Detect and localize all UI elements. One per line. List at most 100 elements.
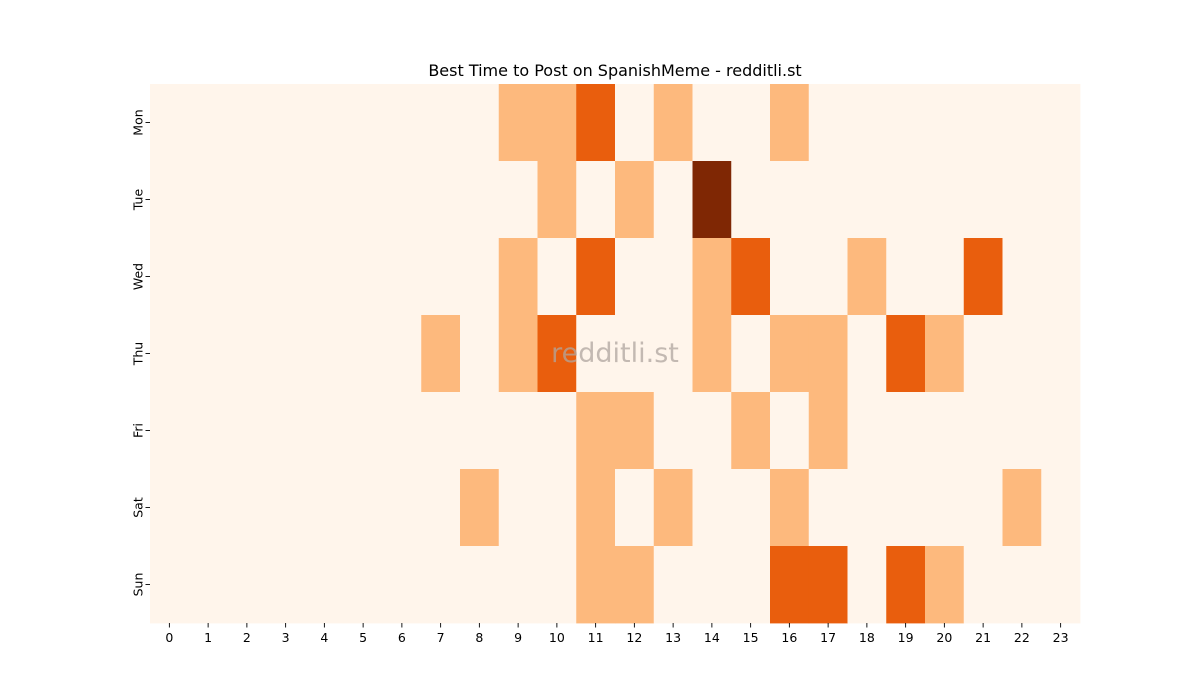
heatmap-cell-mon-12	[615, 84, 655, 162]
heatmap-cell-thu-9	[498, 315, 538, 393]
heatmap-cell-fri-18	[847, 392, 887, 470]
y-tick-label: Mon	[131, 109, 146, 135]
heatmap-cell-thu-12	[615, 315, 655, 393]
heatmap-cell-sun-4	[305, 546, 345, 624]
heatmap-cell-sat-23	[1041, 469, 1081, 547]
heatmap-cell-sun-21	[963, 546, 1003, 624]
heatmap-cell-thu-0	[150, 315, 190, 393]
heatmap-cell-wed-7	[421, 238, 461, 316]
heatmap-cell-sun-16	[770, 546, 810, 624]
heatmap-cell-mon-3	[266, 84, 306, 162]
heatmap-cell-sat-15	[731, 469, 771, 547]
heatmap-cell-sat-8	[460, 469, 500, 547]
heatmap-cell-fri-17	[808, 392, 848, 470]
x-tick-label: 13	[665, 630, 681, 645]
heatmap-cell-sun-18	[847, 546, 887, 624]
heatmap-cell-fri-19	[886, 392, 926, 470]
heatmap-cell-wed-10	[537, 238, 577, 316]
heatmap-cell-mon-7	[421, 84, 461, 162]
heatmap-cell-mon-23	[1041, 84, 1081, 162]
heatmap-cell-thu-4	[305, 315, 345, 393]
heatmap-cell-tue-4	[305, 161, 345, 239]
heatmap-cell-mon-11	[576, 84, 616, 162]
heatmap-cell-fri-5	[343, 392, 383, 470]
heatmap-cell-thu-7	[421, 315, 461, 393]
heatmap-cell-sat-6	[382, 469, 422, 547]
x-tick-label: 20	[936, 630, 952, 645]
heatmap-cell-tue-2	[227, 161, 267, 239]
heatmap-cell-wed-21	[963, 238, 1003, 316]
heatmap-cell-wed-1	[188, 238, 228, 316]
heatmap-cell-sun-9	[498, 546, 538, 624]
x-tick-label: 15	[743, 630, 759, 645]
heatmap-cell-thu-13	[653, 315, 693, 393]
y-tick-label: Sat	[131, 497, 146, 518]
x-tick-label: 9	[514, 630, 522, 645]
x-tick-label: 16	[781, 630, 797, 645]
x-tick-label: 23	[1053, 630, 1069, 645]
x-tick-label: 3	[282, 630, 290, 645]
heatmap-cell-thu-19	[886, 315, 926, 393]
heatmap-cell-mon-14	[692, 84, 732, 162]
heatmap-cell-mon-20	[925, 84, 965, 162]
heatmap-cell-sat-18	[847, 469, 887, 547]
heatmap-cell-mon-5	[343, 84, 383, 162]
heatmap-cell-wed-17	[808, 238, 848, 316]
heatmap-cell-sun-20	[925, 546, 965, 624]
y-tick-label: Thu	[131, 342, 146, 366]
heatmap-cell-thu-16	[770, 315, 810, 393]
heatmap-cell-sat-3	[266, 469, 306, 547]
heatmap-cell-wed-8	[460, 238, 500, 316]
heatmap-cell-fri-9	[498, 392, 538, 470]
heatmap-cell-tue-8	[460, 161, 500, 239]
x-axis-ticks: 0 1 2 3 4 5 6 7 8 9 10 11 12 13 14 15 16 17 18 19 20 21 22 23	[165, 623, 1069, 645]
x-tick-label: 17	[820, 630, 836, 645]
heatmap-cell-wed-0	[150, 238, 190, 316]
heatmap-cell-sat-2	[227, 469, 267, 547]
heatmap-cell-tue-11	[576, 161, 616, 239]
x-tick-label: 1	[204, 630, 212, 645]
x-tick-label: 7	[437, 630, 445, 645]
heatmap-cell-fri-23	[1041, 392, 1081, 470]
heatmap-cell-fri-10	[537, 392, 577, 470]
heatmap-cell-sat-7	[421, 469, 461, 547]
heatmap-cell-thu-8	[460, 315, 500, 393]
heatmap-cell-thu-23	[1041, 315, 1081, 393]
heatmap-cell-thu-18	[847, 315, 887, 393]
heatmap-cell-tue-20	[925, 161, 965, 239]
heatmap-cell-sun-0	[150, 546, 190, 624]
heatmap-cell-mon-18	[847, 84, 887, 162]
heatmap-cell-sat-9	[498, 469, 538, 547]
heatmap-cell-sat-19	[886, 469, 926, 547]
heatmap-cell-tue-3	[266, 161, 306, 239]
heatmap-cell-tue-23	[1041, 161, 1081, 239]
heatmap-cell-mon-1	[188, 84, 228, 162]
x-tick-label: 19	[898, 630, 914, 645]
x-tick-label: 2	[243, 630, 251, 645]
heatmap-cell-tue-15	[731, 161, 771, 239]
heatmap-cell-sat-20	[925, 469, 965, 547]
heatmap-cell-mon-19	[886, 84, 926, 162]
y-axis-ticks: Mon Tue Wed Thu Fri Sat Sun	[131, 109, 150, 596]
heatmap-cell-sat-4	[305, 469, 345, 547]
heatmap-cell-fri-1	[188, 392, 228, 470]
heatmap-cell-sat-5	[343, 469, 383, 547]
heatmap-cell-sun-8	[460, 546, 500, 624]
heatmap-cell-fri-12	[615, 392, 655, 470]
heatmap-cell-wed-18	[847, 238, 887, 316]
x-tick-label: 21	[975, 630, 991, 645]
x-tick-label: 14	[704, 630, 720, 645]
heatmap-cell-sun-1	[188, 546, 228, 624]
heatmap-cell-tue-6	[382, 161, 422, 239]
heatmap-cell-tue-0	[150, 161, 190, 239]
x-tick-label: 11	[588, 630, 604, 645]
heatmap-cell-wed-19	[886, 238, 926, 316]
heatmap-cell-fri-3	[266, 392, 306, 470]
heatmap-cell-sat-21	[963, 469, 1003, 547]
heatmap-cell-thu-2	[227, 315, 267, 393]
heatmap-cell-wed-16	[770, 238, 810, 316]
heatmap-cell-thu-10	[537, 315, 577, 393]
heatmap-cell-mon-16	[770, 84, 810, 162]
heatmap-cell-mon-22	[1002, 84, 1042, 162]
